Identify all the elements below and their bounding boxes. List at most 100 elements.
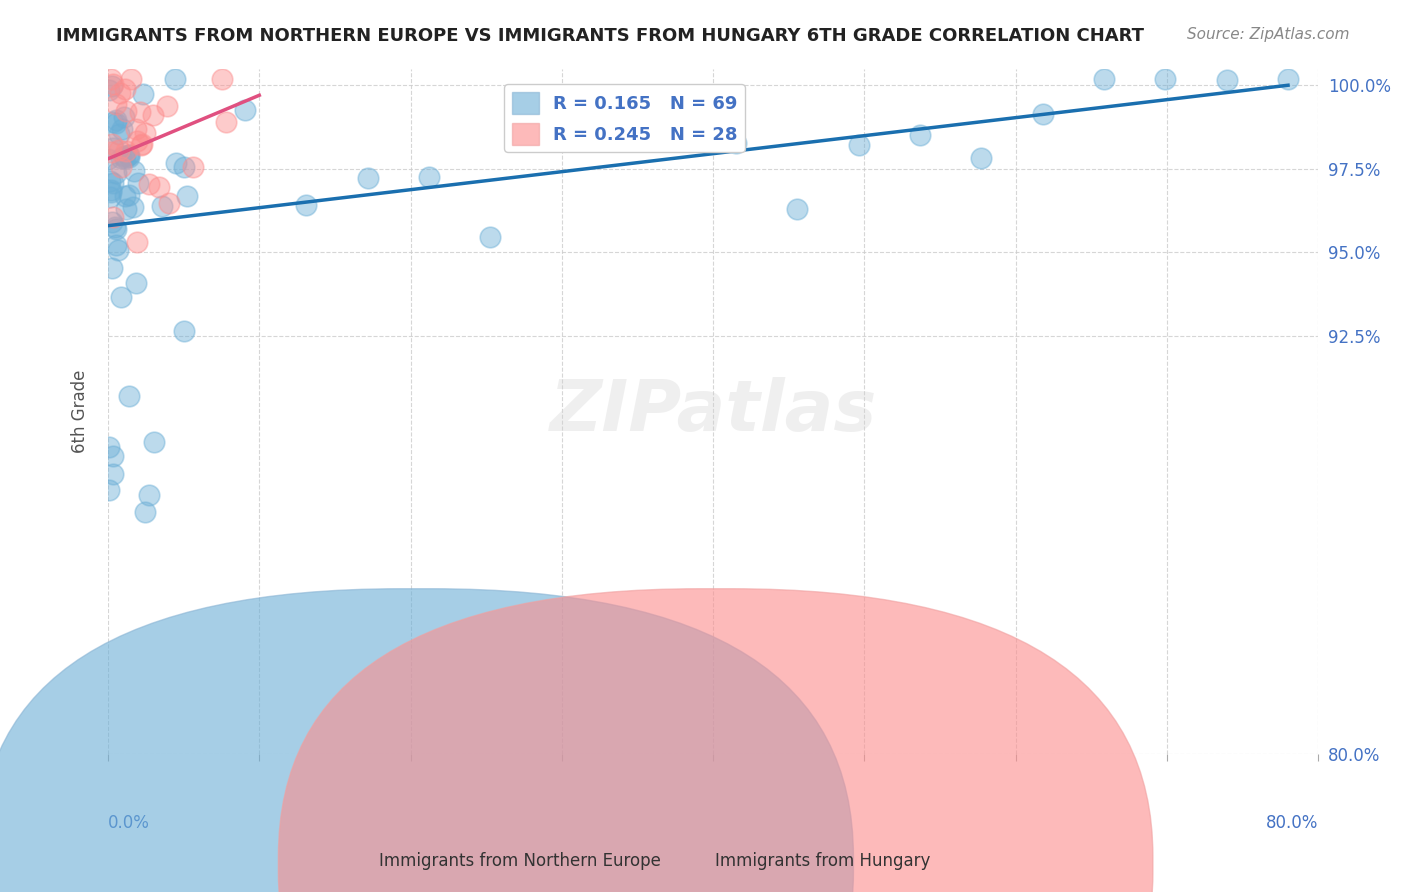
Text: ZIPatlas: ZIPatlas <box>550 376 877 446</box>
Point <box>129 137 152 152</box>
Point <box>112 149 135 163</box>
Point <box>138 177 160 191</box>
Point <box>142 108 165 122</box>
Point <box>98 190 121 204</box>
Point <box>100 185 122 199</box>
Point <box>117 148 139 162</box>
Point <box>100 183 122 197</box>
Point <box>602 116 624 130</box>
Point <box>1277 71 1299 86</box>
Point <box>152 199 174 213</box>
Y-axis label: 6th Grade: 6th Grade <box>72 369 89 453</box>
Point <box>114 189 136 203</box>
Point <box>118 149 141 163</box>
Point <box>142 435 165 450</box>
Point <box>1032 107 1054 121</box>
Point <box>173 324 195 338</box>
Point <box>121 200 143 214</box>
Point <box>165 156 187 170</box>
Point <box>157 195 180 210</box>
Point <box>101 176 124 190</box>
Text: Immigrants from Hungary: Immigrants from Hungary <box>714 852 931 870</box>
Point <box>110 161 132 175</box>
Point <box>107 127 129 141</box>
Point <box>1092 71 1115 86</box>
Point <box>101 140 124 154</box>
Point <box>134 505 156 519</box>
Point <box>100 145 122 160</box>
Point <box>127 177 149 191</box>
Point <box>105 116 128 130</box>
Point <box>118 389 141 403</box>
Point <box>105 166 128 180</box>
Point <box>118 188 141 202</box>
Point <box>540 119 562 133</box>
Point <box>111 121 134 136</box>
Point <box>104 112 127 127</box>
Point <box>724 136 747 151</box>
Point <box>104 97 127 112</box>
Point <box>110 290 132 304</box>
Point <box>122 164 145 178</box>
Text: IMMIGRANTS FROM NORTHERN EUROPE VS IMMIGRANTS FROM HUNGARY 6TH GRADE CORRELATION: IMMIGRANTS FROM NORTHERN EUROPE VS IMMIG… <box>56 27 1144 45</box>
Point <box>101 136 124 151</box>
Point <box>176 188 198 202</box>
Point <box>118 148 141 162</box>
Point <box>98 440 121 454</box>
Point <box>233 103 256 117</box>
Point <box>110 151 132 165</box>
Point <box>115 202 138 217</box>
Point <box>1154 71 1177 86</box>
Point <box>786 202 808 217</box>
Point <box>112 110 135 124</box>
Point <box>148 179 170 194</box>
Point <box>1215 72 1237 87</box>
Point <box>165 72 187 87</box>
Legend: R = 0.165   N = 69, R = 0.245   N = 28: R = 0.165 N = 69, R = 0.245 N = 28 <box>505 85 745 152</box>
Point <box>479 229 502 244</box>
Point <box>101 115 124 129</box>
Point <box>104 238 127 252</box>
Point <box>97 153 120 167</box>
Point <box>418 169 440 184</box>
Point <box>295 198 318 212</box>
Point <box>848 137 870 152</box>
Point <box>211 71 233 86</box>
Point <box>103 449 125 463</box>
Point <box>115 144 138 158</box>
Point <box>908 128 931 142</box>
Point <box>114 82 136 96</box>
Point <box>970 151 993 165</box>
Point <box>101 467 124 482</box>
Point <box>127 134 149 148</box>
Point <box>98 174 121 188</box>
Point <box>134 126 156 140</box>
Text: Immigrants from Northern Europe: Immigrants from Northern Europe <box>380 852 661 870</box>
Point <box>125 276 148 290</box>
Point <box>104 219 127 234</box>
Text: Source: ZipAtlas.com: Source: ZipAtlas.com <box>1187 27 1350 42</box>
Point <box>108 144 131 158</box>
Point <box>97 83 120 97</box>
Point <box>114 151 136 165</box>
Point <box>101 260 124 275</box>
Text: 0.0%: 0.0% <box>108 814 150 832</box>
Point <box>107 243 129 257</box>
Point <box>138 488 160 502</box>
Point <box>101 210 124 224</box>
Point <box>131 136 153 151</box>
Point <box>132 87 155 102</box>
Point <box>110 87 132 101</box>
Point <box>173 160 195 174</box>
Point <box>125 235 148 249</box>
Point <box>101 215 124 229</box>
Point <box>105 221 128 235</box>
Point <box>101 78 124 93</box>
Point <box>115 104 138 119</box>
Point <box>664 127 686 141</box>
Point <box>181 160 204 174</box>
Point <box>156 99 179 113</box>
Point <box>357 171 380 186</box>
Point <box>129 104 152 119</box>
Point <box>120 71 142 86</box>
